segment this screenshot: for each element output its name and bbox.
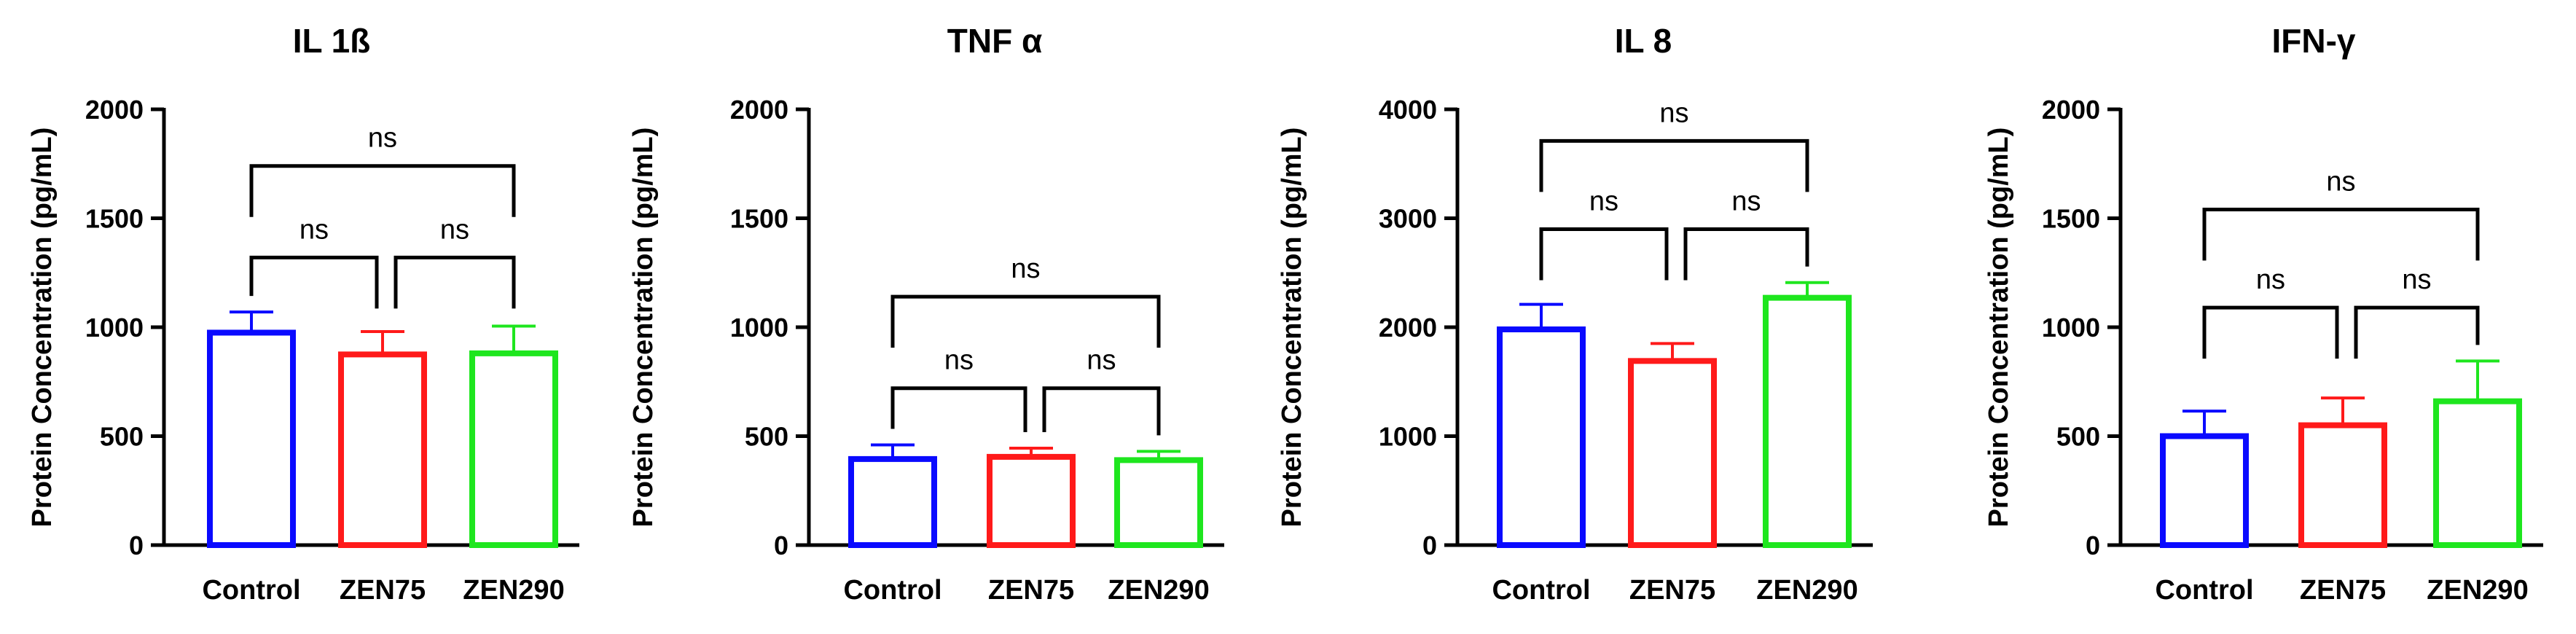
y-tick-label: 1000 [1379,422,1437,452]
x-tick-label: Control [2155,575,2253,606]
comparison-bracket [249,164,516,217]
bar-control [2160,433,2249,548]
comparison-bracket [890,386,1027,432]
x-tick-label: ZEN75 [340,575,426,606]
comparison-bracket [1539,227,1669,281]
bar-control [848,455,937,549]
comparison-bracket [2202,305,2339,359]
y-tick-label: 1500 [730,204,788,234]
significance-label: ns [2256,265,2285,295]
bar-zen290 [2433,398,2522,548]
x-tick-label: ZEN75 [2300,575,2386,606]
chart-panel-3: IL 8 Protein Concentration (pg/mL) 0 1000 20… [1277,22,1873,606]
significance-label: ns [1011,254,1040,284]
comparison-bracket [394,255,516,309]
y-tick-label: 1000 [730,313,788,343]
x-tick-label: Control [843,575,941,606]
chart-title: IL 1ß [293,22,371,60]
y-axis-label: Protein Concentration (pg/mL) [628,128,659,528]
x-tick-label: Control [202,575,300,606]
x-tick-label: ZEN290 [1756,575,1857,606]
y-tick-label: 0 [1422,531,1437,560]
bar-zen75 [987,453,1076,549]
bar-control [1497,326,1586,548]
significance-label: ns [2326,167,2355,197]
y-axis-label: Protein Concentration (pg/mL) [1984,128,2014,528]
x-tick-label: Control [1492,575,1590,606]
y-tick-label: 3000 [1379,204,1437,234]
bar-zen75 [1628,358,1717,548]
bar-control [207,329,296,548]
significance-label: ns [368,123,397,154]
chart-panel-1: IL 1ß Protein Concentration (pg/mL) 0 500 10… [27,22,579,606]
y-tick-label: 500 [745,422,788,452]
bar-zen75 [338,351,427,548]
chart-panel-2: TNF α Protein Concentration (pg/mL) 0 500 10… [628,22,1224,606]
y-tick-label: 2000 [85,95,144,125]
y-tick-label: 2000 [2042,95,2100,125]
bar-zen290 [469,350,558,548]
significance-label: ns [2402,265,2431,295]
comparison-bracket [2354,305,2480,359]
comparison-bracket [1683,227,1809,281]
y-tick-label: 2000 [730,95,788,125]
y-tick-label: 1000 [2042,313,2100,343]
chart-title: IFN-γ [2272,22,2356,60]
x-tick-label: ZEN290 [1108,575,1209,606]
significance-label: ns [1659,98,1688,128]
y-tick-label: 500 [2056,422,2100,452]
significance-label: ns [1589,186,1618,216]
chart-title: TNF α [947,22,1042,60]
x-tick-label: ZEN75 [1629,575,1715,606]
x-tick-label: ZEN290 [463,575,564,606]
significance-label: ns [440,214,469,245]
comparison-bracket [1539,138,1809,192]
y-tick-label: 0 [129,531,144,560]
significance-label: ns [1731,186,1761,216]
y-tick-label: 2000 [1379,313,1437,343]
y-tick-label: 4000 [1379,95,1437,125]
bar-zen290 [1763,294,1852,548]
y-tick-label: 1000 [85,313,144,343]
x-tick-label: ZEN75 [988,575,1074,606]
significance-label: ns [944,345,974,376]
comparison-bracket [249,255,379,309]
bar-zen75 [2298,422,2387,548]
y-axis-label: Protein Concentration (pg/mL) [27,128,58,528]
chart-title: IL 8 [1615,22,1672,60]
significance-label: ns [1087,345,1116,376]
comparison-bracket [2202,208,2480,261]
chart-panel-4: IFN-γ Protein Concentration (pg/mL) 0 500 10… [1984,22,2543,606]
bar-zen290 [1114,457,1203,549]
significance-label: ns [300,214,329,245]
y-tick-label: 0 [2086,531,2100,560]
comparison-bracket [890,294,1161,348]
y-axis-label: Protein Concentration (pg/mL) [1277,128,1307,528]
y-tick-label: 1500 [2042,204,2100,234]
y-tick-label: 1500 [85,204,144,234]
y-tick-label: 500 [100,422,144,452]
x-tick-label: ZEN290 [2427,575,2528,606]
y-tick-label: 0 [774,531,788,560]
comparison-bracket [1042,386,1161,436]
